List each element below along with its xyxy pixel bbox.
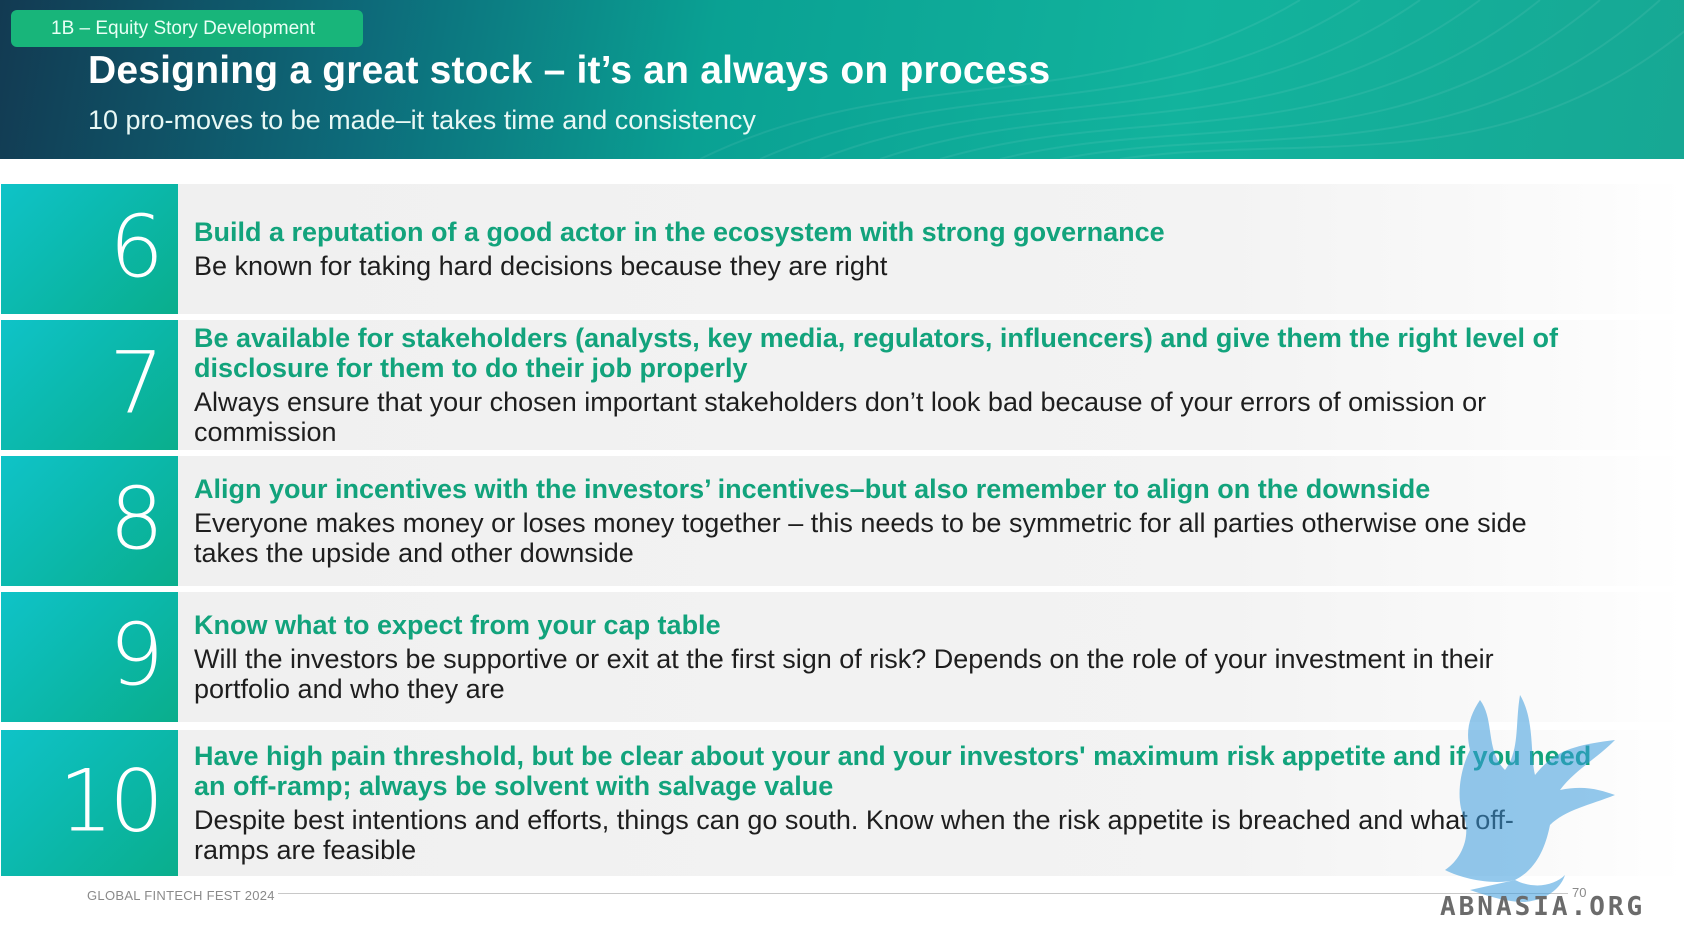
item-body: Know what to expect from your cap table … (178, 592, 1684, 722)
item-number: 8 (109, 469, 164, 570)
header-wave-pattern (699, 0, 1684, 159)
item-number: 6 (109, 197, 164, 298)
item-number: 10 (58, 751, 164, 852)
item-body: Be available for stakeholders (analysts,… (178, 320, 1684, 450)
item-body: Build a reputation of a good actor in th… (178, 184, 1684, 314)
item-heading: Build a reputation of a good actor in th… (194, 217, 1165, 247)
item-number-tile: 8 (1, 456, 178, 586)
item-heading: Align your incentives with the investors… (194, 474, 1431, 504)
item-number-tile: 7 (1, 320, 178, 450)
item-heading: Have high pain threshold, but be clear a… (194, 741, 1592, 801)
item-number-tile: 9 (1, 592, 178, 722)
item-number-tile: 6 (1, 184, 178, 314)
item-number: 7 (109, 333, 164, 434)
item-description: Will the investors be supportive or exit… (194, 644, 1494, 704)
slide-subtitle: 10 pro-moves to be made–it takes time an… (88, 105, 756, 135)
list-item: 10 Have high pain threshold, but be clea… (0, 730, 1684, 876)
footer-divider (278, 893, 1568, 894)
item-description: Despite best intentions and efforts, thi… (194, 805, 1514, 865)
item-number: 9 (109, 605, 164, 706)
watermark-text: ABNASIA.ORG (1440, 892, 1646, 922)
list-item: 9 Know what to expect from your cap tabl… (0, 592, 1684, 722)
item-description: Always ensure that your chosen important… (194, 387, 1487, 447)
item-number-tile: 10 (1, 730, 178, 876)
item-description: Be known for taking hard decisions becau… (194, 251, 888, 281)
list-item: 8 Align your incentives with the investo… (0, 456, 1684, 586)
item-body: Have high pain threshold, but be clear a… (178, 730, 1684, 876)
slide-title: Designing a great stock – it’s an always… (88, 49, 1051, 92)
list-item: 7 Be available for stakeholders (analyst… (0, 320, 1684, 450)
item-body: Align your incentives with the investors… (178, 456, 1684, 586)
item-description: Everyone makes money or loses money toge… (194, 508, 1527, 568)
item-heading: Know what to expect from your cap table (194, 610, 721, 640)
page-number: 70 (1572, 885, 1587, 900)
section-tag: 1B – Equity Story Development (11, 10, 363, 47)
item-heading: Be available for stakeholders (analysts,… (194, 323, 1558, 383)
griffin-watermark-icon (1445, 695, 1615, 902)
list-item: 6 Build a reputation of a good actor in … (0, 184, 1684, 314)
footer-event-name: GLOBAL FINTECH FEST 2024 (87, 888, 275, 903)
slide-header: 1B – Equity Story Development Designing … (0, 0, 1684, 159)
